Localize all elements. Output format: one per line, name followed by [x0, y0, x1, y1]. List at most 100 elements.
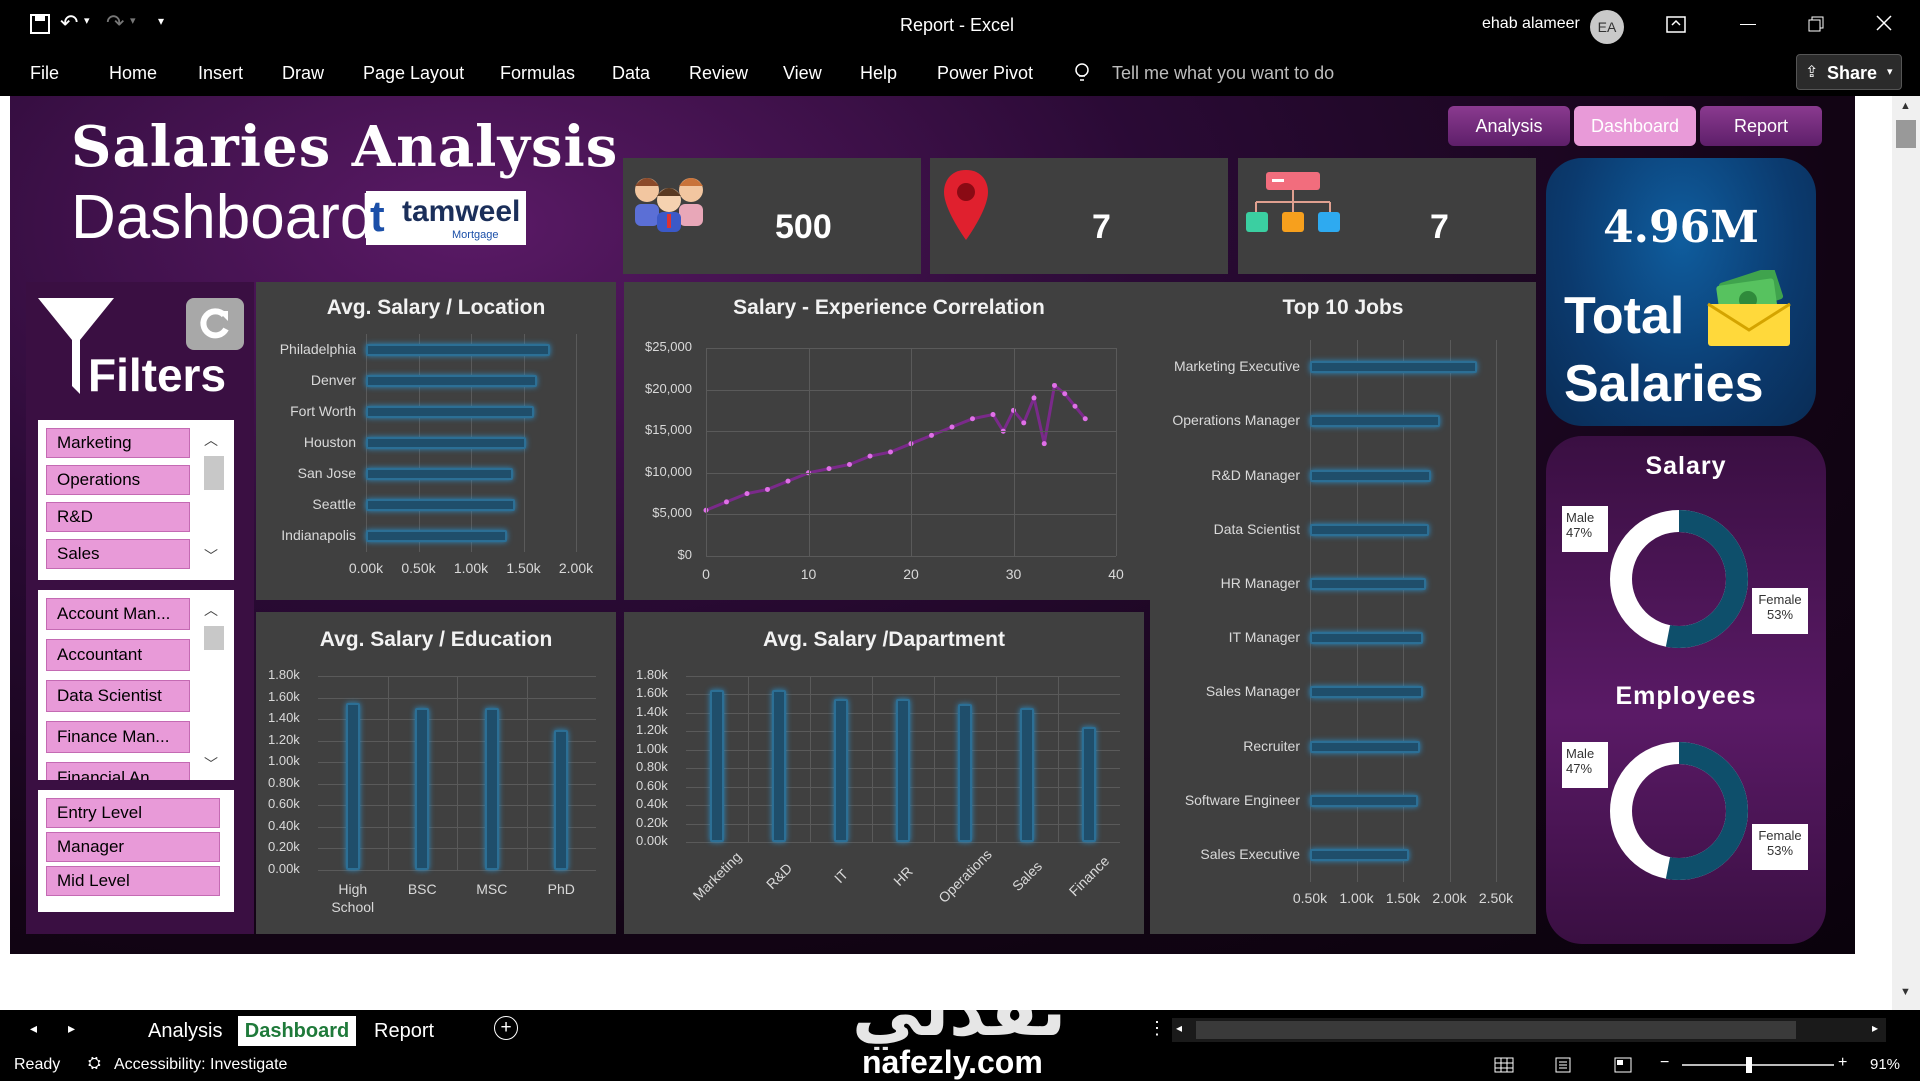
slicer-item-financial-analyst[interactable]: Financial An...	[46, 762, 190, 780]
category-label: San Jose	[297, 465, 356, 482]
zoom-in-icon[interactable]: +	[1838, 1054, 1848, 1071]
avatar[interactable]: EA	[1590, 10, 1624, 44]
menu-draw[interactable]: Draw	[282, 63, 325, 83]
slicer-item-manager[interactable]: Manager	[46, 832, 220, 862]
undo-icon[interactable]: ↶	[60, 10, 79, 35]
menu-insert[interactable]: Insert	[198, 63, 244, 83]
redo-dropdown-icon[interactable]: ▾	[130, 15, 136, 27]
employees-female-label: Female 53%	[1752, 824, 1808, 870]
zoom-slider[interactable]	[1682, 1064, 1834, 1066]
page-layout-view-icon[interactable]	[1554, 1057, 1572, 1073]
bar	[366, 530, 507, 543]
slicer-item-data-scientist[interactable]: Data Scientist	[46, 680, 190, 712]
slicer-scrollbar[interactable]	[204, 456, 224, 490]
nav-dashboard-button[interactable]: Dashboard	[1574, 106, 1696, 146]
zoom-level[interactable]: 91%	[1870, 1056, 1901, 1073]
funnel-icon	[38, 298, 114, 394]
refresh-icon	[200, 308, 229, 339]
y-tick-label: $10,000	[645, 463, 692, 479]
status-ready: Ready	[14, 1056, 61, 1073]
total-salaries-card: 4.96M Total Salaries	[1546, 158, 1816, 426]
scroll-right-icon[interactable]: ▸	[1872, 1021, 1879, 1035]
slicer-item-operations[interactable]: Operations	[46, 465, 190, 495]
minimize-icon[interactable]	[1740, 24, 1756, 25]
close-icon[interactable]	[1876, 15, 1892, 31]
menu-home[interactable]: Home	[109, 63, 158, 83]
next-sheet-icon[interactable]: ▸	[68, 1020, 76, 1036]
scroll-down-icon[interactable]: ﹀	[204, 756, 218, 772]
bar	[958, 703, 972, 842]
ribbon-display-icon[interactable]	[1666, 16, 1686, 34]
page-break-view-icon[interactable]	[1614, 1057, 1632, 1073]
undo-dropdown-icon[interactable]: ▾	[84, 15, 90, 27]
scroll-thumb[interactable]	[1896, 120, 1916, 148]
slicer-item-marketing[interactable]: Marketing	[46, 428, 190, 458]
scroll-up-arrow-icon[interactable]: ▲	[1900, 100, 1911, 112]
menu-review[interactable]: Review	[689, 63, 749, 83]
scroll-up-icon[interactable]: ︿	[204, 602, 218, 618]
zoom-slider-thumb[interactable]	[1746, 1057, 1752, 1073]
slicer-item-sales[interactable]: Sales	[46, 539, 190, 569]
tell-me-search[interactable]: Tell me what you want to do	[1112, 63, 1335, 83]
share-dropdown-icon: ▾	[1887, 66, 1893, 78]
more-options-icon[interactable]: ⋮	[1148, 1018, 1166, 1038]
tab-dashboard[interactable]: Dashboard	[238, 1016, 356, 1046]
normal-view-icon[interactable]	[1494, 1057, 1514, 1073]
menu-page-layout[interactable]: Page Layout	[363, 63, 465, 83]
slicer-item-finance-manager[interactable]: Finance Man...	[46, 721, 190, 753]
x-tick-label: 1.00k	[1339, 890, 1374, 906]
slicer-item-account-manager[interactable]: Account Man...	[46, 598, 190, 630]
salary-donut-title: Salary	[1645, 452, 1727, 480]
menu-data[interactable]: Data	[612, 63, 651, 83]
y-tick-label: 0.80k	[636, 759, 668, 775]
chart-avg-salary-education: Avg. Salary / Education 1.80k 1.60k 1.40k 1…	[256, 612, 616, 934]
tab-analysis[interactable]: Analysis	[148, 1020, 223, 1042]
scroll-up-icon[interactable]: ︿	[204, 432, 218, 448]
accessibility-status[interactable]: Accessibility: Investigate	[114, 1056, 288, 1073]
ribbon-menu: File Home Insert Draw Page Layout Formul…	[0, 52, 1920, 96]
x-tick-label: 2.00k	[558, 560, 594, 576]
accessibility-icon: ⛭	[88, 1055, 101, 1072]
save-icon[interactable]	[30, 14, 50, 34]
bar	[366, 374, 538, 387]
restore-icon[interactable]	[1808, 16, 1824, 32]
dashboard-subtitle: Dashboard	[71, 183, 375, 252]
kpi-employees-value: 500	[775, 208, 832, 246]
add-sheet-icon[interactable]: +	[494, 1016, 518, 1040]
clear-filters-button[interactable]	[186, 298, 244, 350]
y-tick-label: 0.40k	[636, 796, 668, 812]
x-tick-label: 20	[903, 566, 919, 582]
menu-file[interactable]: File	[30, 63, 60, 83]
gridline	[706, 348, 707, 556]
slicer-item-entry-level[interactable]: Entry Level	[46, 798, 220, 828]
logo-text: tamweel	[402, 195, 521, 228]
scroll-down-icon[interactable]: ﹀	[204, 548, 218, 564]
employees-donut-chart	[1610, 742, 1748, 880]
prev-sheet-icon[interactable]: ◂	[30, 1020, 38, 1036]
slicer-item-rnd[interactable]: R&D	[46, 502, 190, 532]
horizontal-scrollbar[interactable]: ◂ ▸	[1172, 1018, 1886, 1042]
customize-toolbar-icon[interactable]: ▾	[158, 14, 165, 28]
nav-analysis-button[interactable]: Analysis	[1448, 106, 1570, 146]
slicer-scrollbar[interactable]	[204, 626, 224, 650]
scroll-down-arrow-icon[interactable]: ▼	[1900, 986, 1911, 998]
zoom-out-icon[interactable]: −	[1660, 1054, 1670, 1071]
menu-power-pivot[interactable]: Power Pivot	[937, 63, 1034, 83]
redo-icon[interactable]: ↷	[106, 10, 125, 35]
h-scroll-thumb[interactable]	[1196, 1021, 1796, 1039]
vertical-scrollbar[interactable]: ▲ ▼	[1892, 96, 1920, 1010]
menu-view[interactable]: View	[783, 63, 822, 83]
tab-report[interactable]: Report	[374, 1020, 435, 1042]
people-icon	[635, 178, 703, 232]
scroll-left-icon[interactable]: ◂	[1176, 1021, 1183, 1035]
share-button[interactable]: ⇪ Share ▾	[1796, 54, 1902, 90]
gridline	[1449, 340, 1451, 882]
slicer-item-accountant[interactable]: Accountant	[46, 639, 190, 671]
nav-report-button[interactable]: Report	[1700, 106, 1822, 146]
category-label: PhD	[547, 881, 575, 897]
menu-help[interactable]: Help	[860, 63, 898, 83]
salary-donut-chart	[1610, 510, 1748, 648]
menu-formulas[interactable]: Formulas	[500, 63, 576, 83]
gridline	[934, 676, 935, 842]
slicer-item-mid-level[interactable]: Mid Level	[46, 866, 220, 896]
